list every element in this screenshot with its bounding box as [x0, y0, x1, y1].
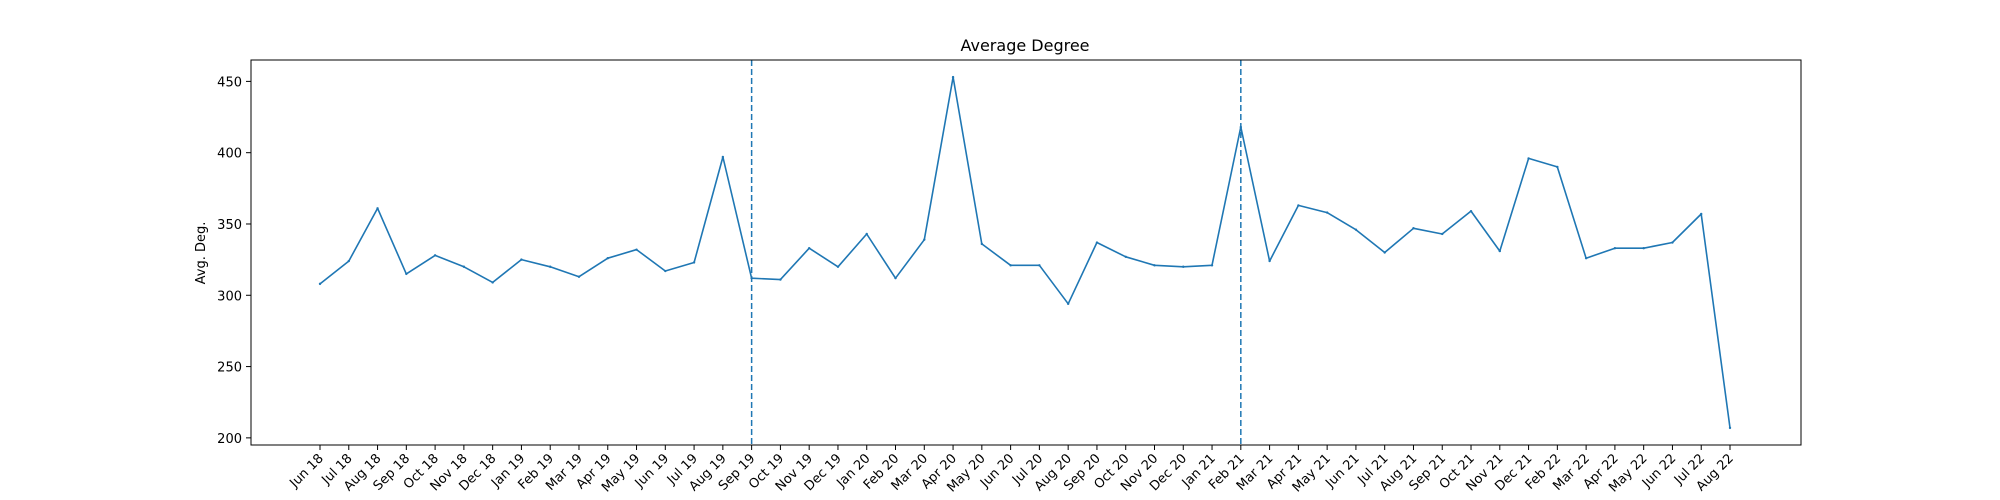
data-point — [1642, 247, 1645, 250]
data-point — [980, 242, 984, 246]
data-point — [1297, 204, 1300, 207]
data-point — [1268, 259, 1271, 263]
data-point — [1153, 264, 1156, 267]
data-point — [1095, 241, 1099, 244]
data-point — [1182, 265, 1185, 268]
data-point — [807, 247, 811, 250]
y-tick-label: 300 — [217, 289, 242, 304]
x-tick-label: Jun 18 — [287, 451, 327, 491]
plot-frame — [250, 59, 1802, 446]
data-point — [635, 248, 638, 251]
data-point — [923, 238, 926, 241]
data-point — [606, 257, 609, 260]
data-point — [721, 155, 725, 159]
data-point — [894, 276, 897, 280]
data-point — [491, 281, 494, 284]
data-point — [1469, 209, 1473, 213]
data-point — [1412, 227, 1415, 230]
data-point — [1210, 264, 1214, 267]
data-point — [1383, 251, 1386, 254]
chart-title: Average Degree — [960, 36, 1089, 55]
data-point — [1441, 232, 1444, 236]
data-point — [750, 276, 753, 280]
data-point — [1498, 249, 1501, 253]
data-point — [664, 269, 667, 273]
reference-lines — [750, 60, 1242, 445]
data-point — [376, 207, 379, 210]
data-point — [577, 275, 581, 278]
series-line — [319, 76, 1731, 429]
data-point — [779, 278, 782, 281]
y-axis: 200 250 300 350 400 450 — [217, 75, 251, 447]
data-point — [520, 258, 523, 261]
data-point — [1239, 125, 1243, 129]
data-point — [1527, 157, 1530, 160]
y-axis-label: Avg. Deg. — [194, 222, 209, 285]
data-point — [692, 261, 696, 264]
data-point — [405, 272, 408, 276]
data-point — [549, 265, 552, 268]
data-point — [1354, 228, 1358, 231]
y-tick-label: 400 — [217, 147, 242, 162]
data-point — [1556, 165, 1559, 169]
data-point — [462, 265, 466, 268]
data-point — [836, 265, 840, 268]
data-point — [1584, 257, 1588, 260]
data-point — [1124, 255, 1127, 258]
data-point — [347, 259, 350, 263]
y-tick-label: 200 — [217, 432, 242, 447]
y-tick-label: 350 — [217, 218, 242, 233]
data-point — [1671, 241, 1674, 244]
data-point — [1728, 426, 1732, 430]
data-point — [1009, 264, 1012, 267]
data-point — [1325, 211, 1329, 214]
y-tick-label: 250 — [217, 361, 242, 376]
data-point — [865, 232, 868, 236]
data-point — [1613, 247, 1617, 250]
data-point — [433, 254, 437, 257]
data-point — [951, 75, 955, 79]
data-point — [1038, 264, 1041, 267]
data-point — [318, 282, 322, 286]
series-layer — [318, 75, 1732, 430]
y-tick-label: 450 — [217, 75, 242, 90]
data-point — [1066, 302, 1070, 306]
data-point — [1700, 212, 1703, 216]
